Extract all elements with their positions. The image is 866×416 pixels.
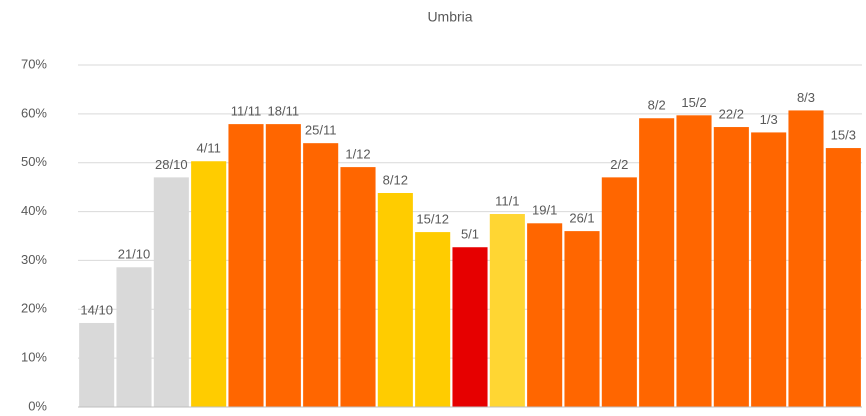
bar bbox=[79, 322, 115, 407]
bar-label: 1/3 bbox=[760, 112, 778, 127]
bar bbox=[415, 232, 451, 407]
bar bbox=[676, 115, 712, 407]
bar-label: 28/10 bbox=[155, 157, 188, 172]
y-tick-label: 50% bbox=[21, 154, 47, 169]
bar-label: 15/2 bbox=[681, 95, 706, 110]
bar-label: 15/12 bbox=[416, 212, 449, 227]
bar bbox=[452, 247, 488, 407]
y-tick-label: 0% bbox=[28, 398, 47, 413]
bar-label: 2/2 bbox=[610, 157, 628, 172]
bar-label: 25/11 bbox=[305, 123, 337, 138]
bar bbox=[228, 124, 264, 408]
bar bbox=[601, 177, 637, 407]
bar bbox=[377, 193, 413, 407]
bar-label: 15/3 bbox=[831, 127, 856, 142]
y-tick-label: 20% bbox=[21, 301, 47, 316]
bar-label: 19/1 bbox=[532, 203, 557, 218]
bar-label: 4/11 bbox=[196, 141, 220, 156]
bar-label: 8/2 bbox=[648, 98, 666, 113]
bar bbox=[153, 177, 189, 407]
bar-label: 8/12 bbox=[383, 172, 408, 187]
y-tick-label: 70% bbox=[21, 56, 47, 71]
bar bbox=[340, 167, 376, 407]
bar bbox=[303, 143, 339, 407]
bar bbox=[825, 148, 861, 408]
y-tick-label: 40% bbox=[21, 203, 47, 218]
y-tick-label: 30% bbox=[21, 252, 47, 267]
bar bbox=[639, 118, 675, 408]
bar bbox=[191, 161, 227, 407]
bar bbox=[527, 223, 563, 407]
bar-label: 14/10 bbox=[80, 302, 113, 317]
bar-label: 18/11 bbox=[268, 104, 300, 119]
bar bbox=[751, 132, 787, 407]
bar-label: 11/1 bbox=[495, 193, 519, 208]
y-tick-label: 10% bbox=[21, 350, 47, 365]
bar bbox=[564, 231, 600, 407]
bar-label: 26/1 bbox=[569, 211, 594, 226]
bar bbox=[489, 214, 525, 407]
bar bbox=[265, 124, 301, 408]
bar-label: 1/12 bbox=[345, 147, 370, 162]
bar-label: 21/10 bbox=[118, 247, 151, 262]
y-tick-label: 60% bbox=[21, 105, 47, 120]
bar bbox=[116, 267, 152, 407]
bar-label: 5/1 bbox=[461, 227, 479, 242]
bar bbox=[788, 110, 824, 408]
bar-label: 11/11 bbox=[231, 104, 262, 119]
chart-title: Umbria bbox=[427, 9, 472, 25]
bar-label: 22/2 bbox=[719, 106, 744, 121]
bar-label: 8/3 bbox=[797, 90, 815, 105]
bar bbox=[713, 127, 749, 407]
